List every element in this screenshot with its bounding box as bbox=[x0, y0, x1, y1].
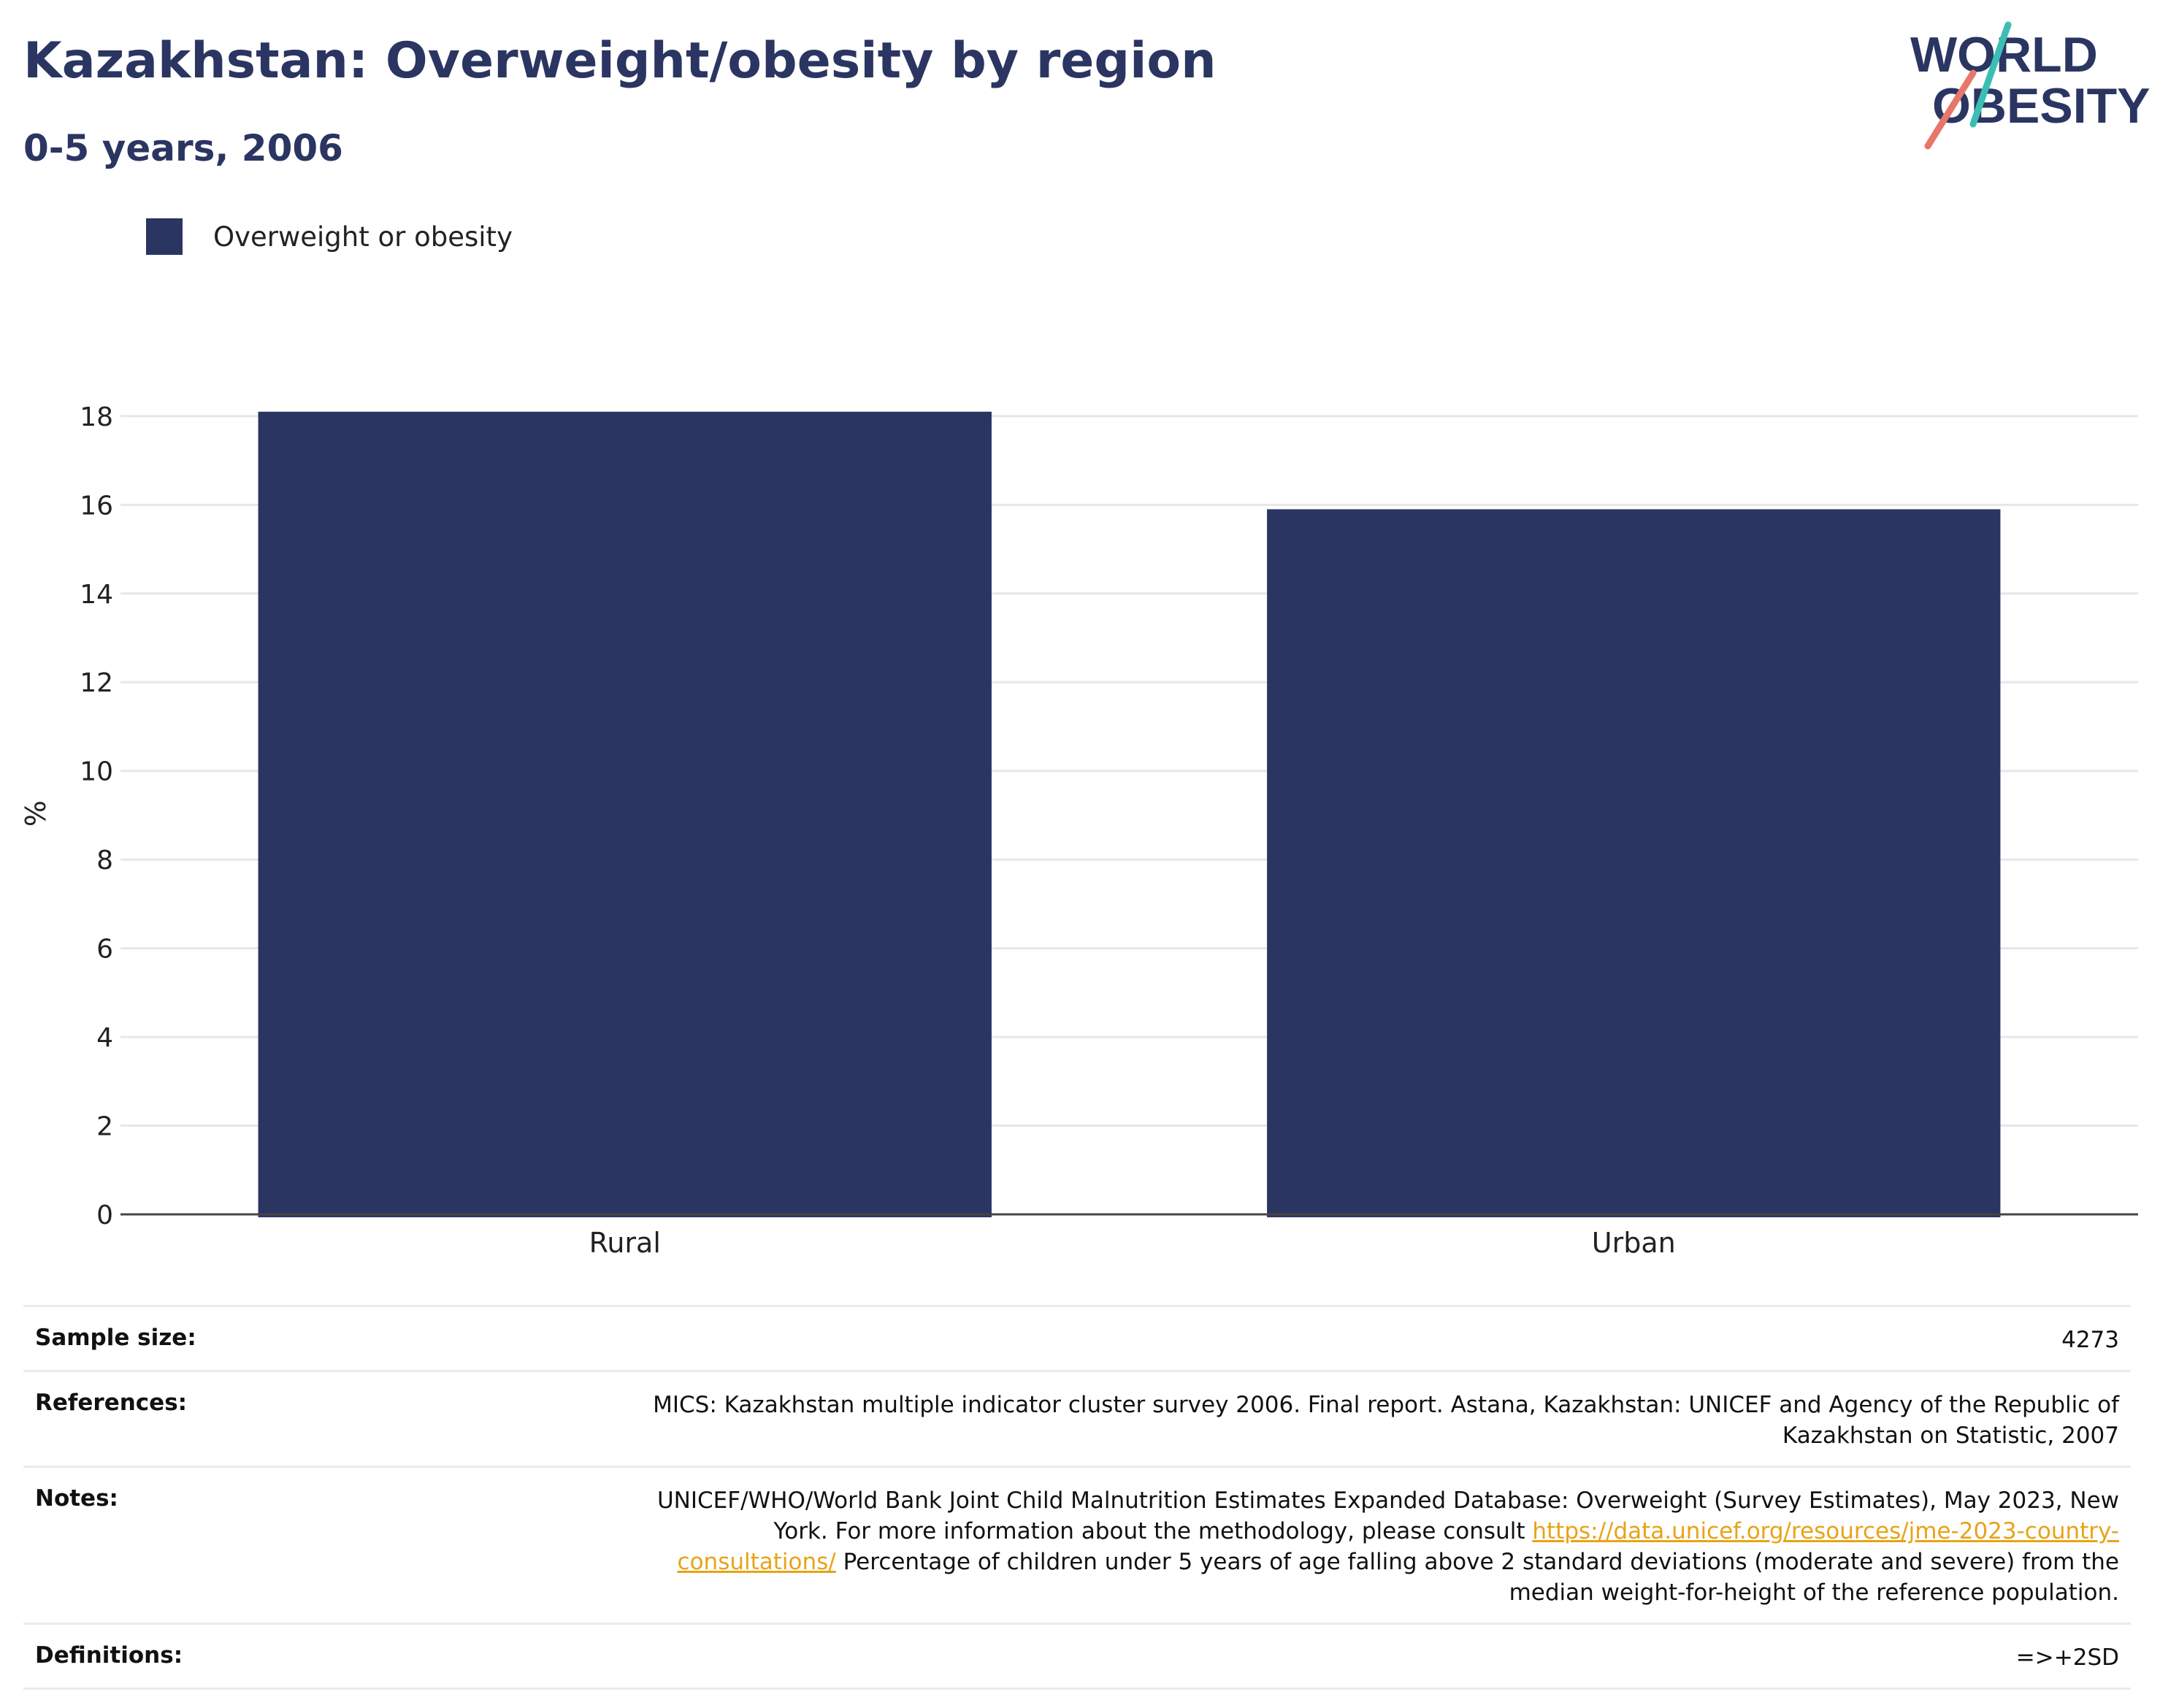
y-tick-label: 12 bbox=[80, 668, 113, 698]
y-tick-label: 18 bbox=[80, 402, 113, 432]
bar-urban[interactable] bbox=[1267, 509, 2001, 1217]
y-tick-label: 0 bbox=[96, 1200, 113, 1230]
chart-title: Kazakhstan: Overweight/obesity by region bbox=[23, 32, 1217, 90]
notes-definition-text: Percentage of children under 5 years of … bbox=[843, 1549, 2119, 1606]
notes-link[interactable]: https://data.unicef.org/resources/jme-20… bbox=[677, 1518, 2119, 1575]
references-value: MICS: Kazakhstan multiple indicator clus… bbox=[653, 1392, 2119, 1449]
y-tick-label: 8 bbox=[96, 846, 113, 876]
bars bbox=[258, 411, 2001, 1217]
bar-chart: 0 2 4 6 8 10 12 14 16 18 Rural Urban % bbox=[20, 402, 2138, 1259]
world-obesity-logo: WORLD OBESITY bbox=[1910, 21, 2151, 150]
y-axis-ticks: 0 2 4 6 8 10 12 14 16 18 bbox=[80, 402, 113, 1230]
sample-size-row: Sample size: 4273 bbox=[23, 1305, 2131, 1370]
references-label: References: bbox=[35, 1390, 188, 1416]
legend: Overweight or obesity bbox=[146, 216, 513, 257]
x-tick-label: Rural bbox=[589, 1227, 661, 1259]
x-axis-ticks: Rural Urban bbox=[589, 1227, 1676, 1259]
chart-subtitle: 0-5 years, 2006 bbox=[23, 127, 343, 169]
y-axis-label: % bbox=[20, 800, 52, 827]
x-tick-label: Urban bbox=[1592, 1227, 1676, 1259]
definitions-value: =>+2SD bbox=[2015, 1644, 2119, 1671]
legend-label: Overweight or obesity bbox=[213, 221, 513, 253]
notes-text: UNICEF/WHO/World Bank Joint Child Malnut… bbox=[656, 1487, 2119, 1544]
logo-slash-teal bbox=[1969, 21, 2012, 128]
notes-value: UNICEF/WHO/World Bank Joint Child Malnut… bbox=[629, 1485, 2119, 1608]
logo-slash-coral bbox=[1924, 69, 1977, 150]
y-tick-label: 16 bbox=[80, 491, 113, 521]
y-tick-label: 10 bbox=[80, 757, 113, 787]
y-tick-label: 2 bbox=[96, 1112, 113, 1142]
references-row: References: MICS: Kazakhstan multiple in… bbox=[23, 1370, 2131, 1466]
definitions-label: Definitions: bbox=[35, 1642, 183, 1669]
y-tick-label: 4 bbox=[96, 1023, 113, 1053]
legend-swatch bbox=[146, 218, 183, 255]
logo-text-obesity: OBESITY bbox=[1932, 78, 2151, 134]
y-tick-label: 14 bbox=[80, 580, 113, 610]
sample-size-value: 4273 bbox=[2061, 1327, 2119, 1353]
metadata-table: Sample size: 4273 References: MICS: Kaza… bbox=[23, 1305, 2131, 1690]
bar-rural[interactable] bbox=[258, 411, 992, 1217]
y-tick-label: 6 bbox=[96, 935, 113, 965]
definitions-row: Definitions: =>+2SD bbox=[23, 1623, 2131, 1690]
notes-row: Notes: UNICEF/WHO/World Bank Joint Child… bbox=[23, 1466, 2131, 1623]
sample-size-label: Sample size: bbox=[35, 1325, 196, 1351]
notes-label: Notes: bbox=[35, 1485, 118, 1512]
